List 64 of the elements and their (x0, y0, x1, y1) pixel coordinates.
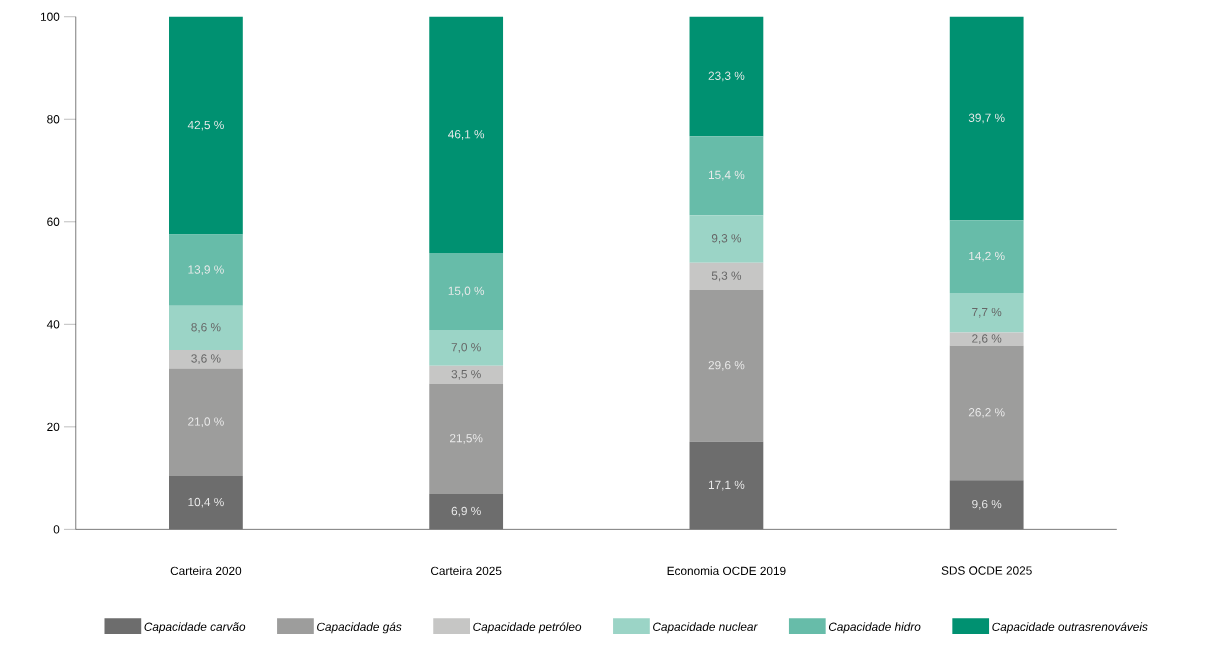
data-label: 26,2 % (968, 407, 1005, 418)
bar (689, 214, 764, 263)
data-label: 6,9 % (451, 506, 481, 517)
data-label: 5,3 % (711, 271, 742, 282)
bar (169, 349, 243, 369)
data-label: 17,1 % (708, 480, 745, 491)
bar (689, 441, 764, 530)
x-tick-label: Carteira 2025 (430, 566, 502, 575)
legend-label: Capacidade nuclear (653, 622, 758, 634)
data-label: 2,6 % (972, 334, 1002, 344)
bar (429, 252, 504, 330)
bar (689, 135, 764, 215)
data-label: 15,4 % (708, 170, 745, 181)
y-tick-label: 0 (53, 524, 60, 534)
bar (429, 365, 504, 384)
bar (949, 292, 1024, 333)
data-label: 39,7 % (968, 113, 1005, 124)
data-label: 14,2 % (969, 251, 1005, 262)
bar (429, 329, 504, 366)
data-label: 7,0 % (451, 342, 481, 353)
legend-label: Capacidade carvão (144, 622, 246, 634)
y-tick-label: 20 (47, 422, 60, 431)
data-label: 10,4 % (188, 497, 224, 508)
y-tick-label: 40 (46, 319, 60, 329)
bar (949, 332, 1024, 346)
data-label: 8,6 % (191, 322, 221, 333)
data-label: 29,6 % (708, 360, 745, 371)
bar (949, 479, 1024, 530)
bar (429, 16, 504, 253)
bar (689, 262, 764, 290)
x-tick-label: Economia OCDE 2019 (667, 566, 786, 575)
y-tick-label: 60 (47, 217, 60, 226)
data-label: 9,6 % (972, 499, 1002, 510)
bar (169, 234, 243, 306)
data-label: 3,6 % (191, 354, 221, 364)
bar (169, 305, 243, 350)
legend-label: Capacidade petróleo (473, 621, 582, 634)
data-label: 23,3 % (708, 71, 745, 82)
data-label: 46,1 % (448, 129, 485, 140)
x-tick-label: Carteira 2020 (170, 566, 242, 575)
data-label: 15,0 % (448, 286, 485, 297)
data-label: 13,9 % (188, 265, 224, 275)
legend-label: Capacidade hidro (828, 622, 921, 634)
data-label: 21,0 % (188, 417, 224, 427)
data-label: 21,5% (450, 433, 483, 444)
y-tick-label: 100 (40, 12, 60, 21)
data-label: 9,3 % (711, 233, 742, 244)
y-tick-label: 80 (47, 114, 60, 124)
bar (429, 383, 504, 494)
bar (689, 16, 764, 136)
data-label: 7,7 % (972, 307, 1002, 318)
data-label: 3,5 % (451, 369, 481, 380)
bar (169, 368, 243, 476)
x-tick-label: SDS OCDE 2025 (941, 566, 1032, 575)
bar (169, 475, 243, 530)
bar (949, 220, 1024, 293)
bar (429, 493, 504, 530)
bar (949, 345, 1024, 480)
legend-label: Capacidade gás (317, 621, 402, 634)
data-label: 42,5 % (187, 120, 224, 131)
legend-label: Capacidade outrasrenováveis (992, 621, 1148, 634)
bar (949, 16, 1024, 221)
bar (689, 289, 764, 442)
bar (169, 16, 243, 235)
